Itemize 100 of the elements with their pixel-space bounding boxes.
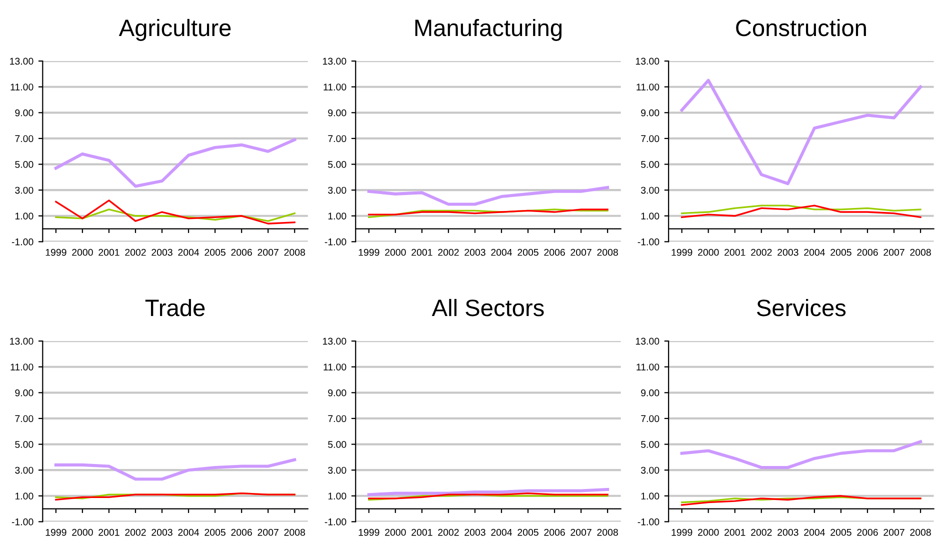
- y-tick-label: 7.00: [15, 135, 34, 142]
- x-tick-label: 2000: [72, 248, 93, 256]
- y-tick-label: 7.00: [328, 415, 346, 422]
- x-tick-label: 2004: [804, 528, 825, 536]
- x-tick-label: 2001: [98, 248, 120, 256]
- chart-title: Manufacturing: [415, 18, 562, 41]
- y-tick-label: 13.00: [323, 338, 346, 345]
- y-tick-label: 7.00: [15, 415, 34, 422]
- y-tick-label: 11.00: [324, 84, 346, 90]
- line-series: [55, 208, 296, 222]
- line-series: [680, 495, 922, 506]
- x-tick-label: 2006: [231, 528, 252, 536]
- x-tick-label: 2006: [857, 528, 878, 536]
- y-tick-label: 1.00: [15, 492, 34, 500]
- y-tick-label: -1.00: [12, 518, 34, 526]
- y-tick-label: 5.00: [328, 441, 346, 448]
- x-tick-label: 1999: [46, 528, 66, 536]
- y-tick-label: 1.00: [328, 212, 346, 220]
- chart-title: Construction: [736, 18, 866, 36]
- x-tick-label: 2006: [544, 248, 565, 256]
- x-tick-label: 2003: [152, 248, 172, 256]
- y-tick-label: 7.00: [641, 415, 660, 422]
- x-tick-label: 2006: [231, 248, 252, 256]
- y-tick-label: 1.00: [641, 492, 660, 500]
- x-tick-label: 2007: [570, 528, 592, 536]
- y-tick-label: 9.00: [15, 389, 34, 396]
- y-tick-label: -1.00: [324, 238, 346, 246]
- x-tick-label: 2007: [258, 528, 278, 536]
- x-tick-label: 2005: [518, 528, 538, 536]
- x-tick-label: 2008: [284, 248, 306, 256]
- x-tick-label: 2006: [544, 528, 565, 536]
- x-tick-label: 1999: [672, 248, 692, 256]
- x-tick-label: 2007: [258, 248, 278, 256]
- line-series: [680, 204, 922, 218]
- y-tick-label: 1.00: [15, 212, 34, 220]
- y-tick-label: 5.00: [641, 441, 660, 448]
- y-tick-label: 9.00: [641, 389, 660, 396]
- y-tick-label: 5.00: [328, 161, 346, 168]
- x-tick-label: 2008: [910, 248, 931, 256]
- x-tick-label: 2002: [438, 248, 459, 256]
- y-tick-label: 13.00: [323, 58, 346, 65]
- x-tick-label: 2007: [884, 528, 904, 536]
- y-tick-label: -1.00: [638, 238, 660, 246]
- x-tick-label: 2008: [284, 528, 306, 536]
- x-tick-label: 2001: [98, 528, 120, 536]
- x-tick-label: 2003: [464, 248, 486, 256]
- y-tick-label: 3.00: [640, 186, 660, 194]
- chart-title: All Sectors: [432, 298, 544, 316]
- y-tick-label: 9.00: [641, 109, 660, 116]
- y-tick-label: 11.00: [10, 364, 34, 370]
- x-tick-label: 2003: [778, 248, 798, 256]
- x-tick-label: 2002: [125, 528, 146, 536]
- x-tick-label: 2005: [204, 528, 226, 536]
- y-tick-label: 11.00: [10, 84, 34, 90]
- x-tick-label: 2004: [804, 248, 825, 256]
- x-tick-label: 2005: [830, 248, 852, 256]
- y-tick-label: 11.00: [324, 364, 346, 370]
- y-tick-label: -1.00: [12, 238, 34, 246]
- x-tick-label: 2001: [412, 528, 432, 536]
- y-tick-label: 1.00: [328, 492, 346, 500]
- x-tick-label: 2008: [910, 528, 931, 536]
- y-tick-label: -1.00: [324, 518, 346, 526]
- x-tick-label: 2000: [385, 528, 406, 536]
- x-tick-label: 2008: [597, 528, 618, 536]
- chart-title: Services: [756, 298, 846, 316]
- x-tick-label: 2000: [698, 528, 719, 536]
- y-tick-label: 11.00: [636, 84, 660, 90]
- y-tick-label: 5.00: [641, 161, 660, 168]
- x-tick-label: 2000: [385, 248, 406, 256]
- x-tick-label: 2001: [412, 248, 432, 256]
- x-tick-label: 2001: [724, 528, 746, 536]
- y-tick-label: 5.00: [15, 441, 34, 448]
- chart-title: Trade: [145, 298, 205, 316]
- x-tick-label: 1999: [46, 248, 66, 256]
- x-tick-label: 2002: [751, 248, 772, 256]
- line-series: [680, 204, 922, 214]
- x-tick-label: 2005: [204, 248, 226, 256]
- x-tick-label: 1999: [672, 528, 692, 536]
- y-tick-label: 7.00: [328, 135, 346, 142]
- x-tick-label: 2002: [751, 528, 772, 536]
- y-tick-label: -1.00: [638, 518, 660, 526]
- x-tick-label: 2003: [464, 528, 486, 536]
- x-tick-label: 2000: [72, 528, 93, 536]
- y-tick-label: 3.00: [15, 186, 34, 194]
- x-tick-label: 2002: [125, 248, 146, 256]
- x-tick-label: 2004: [491, 248, 512, 256]
- x-tick-label: 1999: [358, 528, 380, 536]
- x-tick-label: 2007: [570, 248, 592, 256]
- x-tick-label: 2003: [152, 528, 172, 536]
- x-tick-label: 2006: [857, 248, 878, 256]
- x-tick-label: 1999: [358, 248, 380, 256]
- chart-title: Agriculture: [118, 18, 231, 41]
- y-tick-label: 13.00: [10, 338, 34, 345]
- y-tick-label: 13.00: [10, 58, 34, 65]
- y-tick-label: 7.00: [641, 135, 660, 142]
- y-tick-label: 3.00: [15, 466, 34, 474]
- x-tick-label: 2004: [178, 248, 200, 256]
- y-tick-label: 9.00: [328, 389, 346, 396]
- x-tick-label: 2004: [491, 528, 512, 536]
- line-series: [367, 186, 610, 206]
